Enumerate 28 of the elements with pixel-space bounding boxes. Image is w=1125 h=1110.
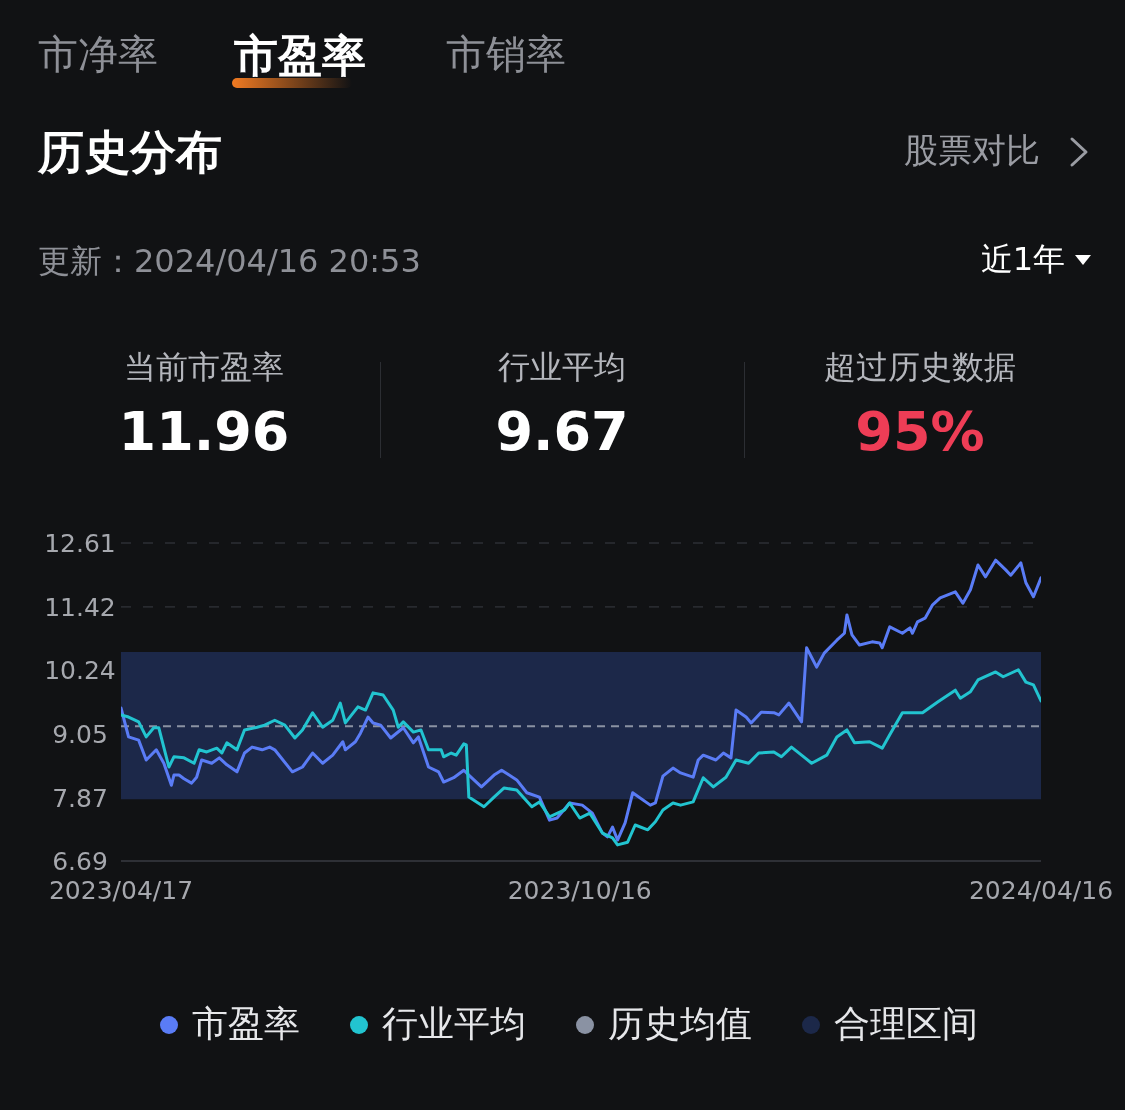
line-series	[121, 668, 1041, 847]
text: 行业平均	[498, 348, 626, 387]
text: 9.67	[495, 400, 629, 465]
y-tick-label: 9.05	[52, 720, 108, 750]
y-tick-label: 11.42	[44, 592, 116, 622]
line-series	[121, 558, 1041, 842]
text: 近1年	[980, 240, 1065, 279]
text: 超过历史数据	[824, 348, 1016, 387]
chart-subtitle: 更新：2024/04/16 20:53	[38, 241, 421, 282]
text: 11.96	[118, 400, 290, 465]
y-tick-label: 6.69	[52, 847, 108, 876]
x-tick-label: 2023/04/17	[48, 876, 194, 905]
text: 股票对比	[904, 130, 1040, 171]
text: 市盈率	[234, 30, 366, 83]
legend-label: 历史均值	[608, 1002, 752, 1046]
legend-label: 市盈率	[192, 1002, 300, 1046]
text: 市销率	[446, 30, 566, 78]
y-tick-label: 10.24	[44, 656, 116, 686]
text: 市净率	[38, 30, 158, 78]
text: 95%	[855, 400, 985, 465]
text: 当前市盈率	[124, 348, 284, 387]
legend-label: 行业平均	[382, 1002, 526, 1046]
x-tick-label: 2024/04/16	[968, 876, 1114, 905]
y-tick-label: 12.61	[44, 529, 116, 558]
y-tick-label: 7.87	[52, 783, 108, 813]
x-tick-label: 2023/10/16	[507, 876, 652, 905]
chart-title: 历史分布	[38, 124, 222, 181]
legend-label: 合理区间	[834, 1002, 978, 1046]
